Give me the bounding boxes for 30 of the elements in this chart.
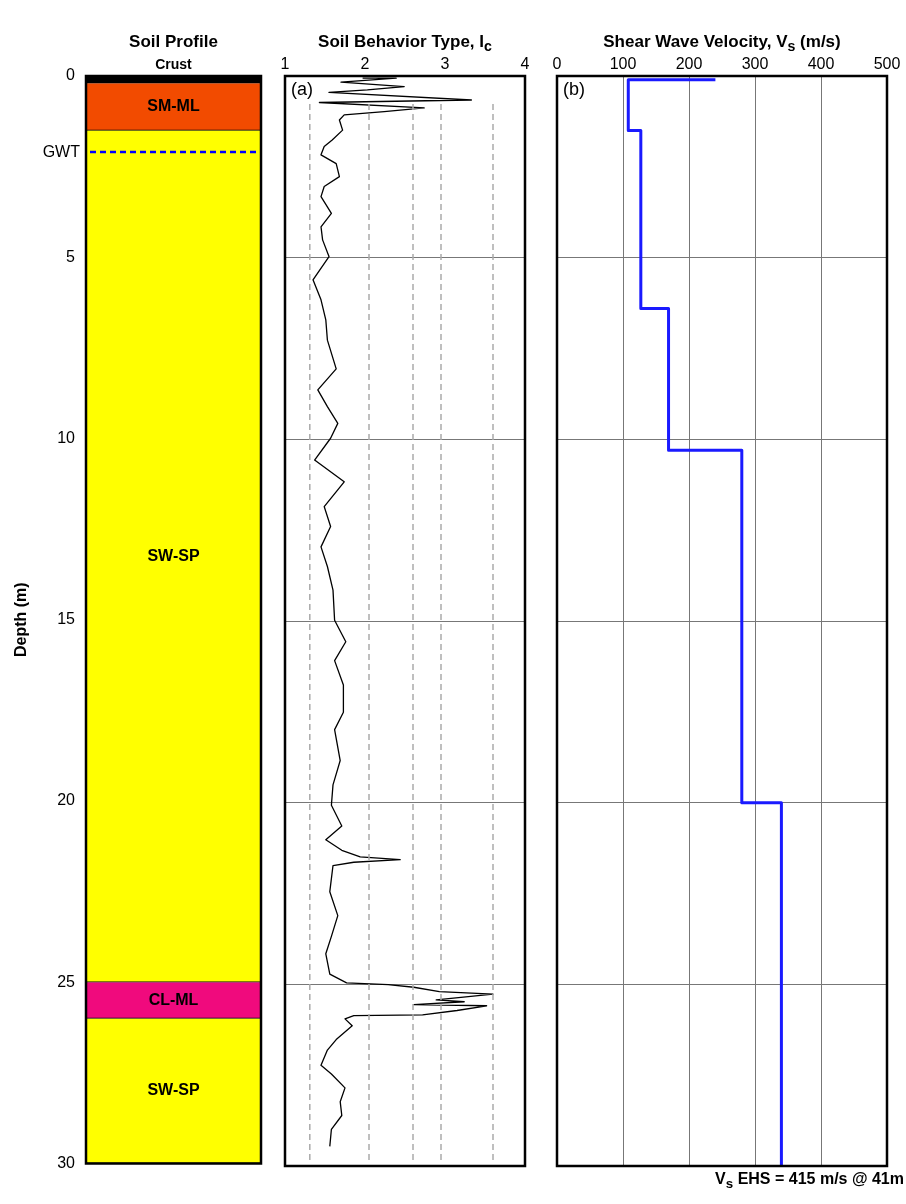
- x-tick-label: 2: [360, 54, 370, 72]
- y-tick-label: 15: [57, 610, 76, 628]
- x-tick-label: 400: [807, 54, 835, 72]
- annotation: (b): [563, 78, 585, 99]
- series-label: SM-ML: [147, 97, 200, 115]
- x-tick-label: 1: [280, 54, 290, 72]
- x-tick-label: 0: [552, 54, 562, 72]
- series-label: SW-SP: [147, 1081, 200, 1099]
- chart-title: Shear Wave Velocity, V$_{s}$ (m/s): [602, 32, 842, 55]
- annotation: (a): [291, 78, 313, 99]
- y-tick-label: 10: [57, 428, 76, 446]
- x-tick-label: 100: [609, 54, 637, 72]
- y-axis-title: Depth (m): [12, 582, 30, 658]
- y-tick-label: 30: [57, 1153, 76, 1171]
- x-tick-label: 200: [675, 54, 703, 72]
- chart-title: Soil Profile: [128, 32, 219, 52]
- y-tick-label: 20: [57, 791, 76, 809]
- ref-line-label: GWT: [42, 142, 81, 160]
- y-tick-label: 5: [66, 247, 76, 265]
- y-tick-label: 25: [57, 972, 76, 990]
- x-tick-label: 500: [873, 54, 901, 72]
- series-label: Crust: [155, 55, 193, 72]
- series-label: SW-SP: [147, 546, 200, 564]
- x-tick-label: 4: [520, 54, 530, 72]
- y-tick-label: 0: [66, 66, 76, 84]
- chart-title: Soil Behavior Type, I$_{c}$: [317, 32, 493, 55]
- text: V$_{s}$ EHS = 415 m/s @ 41m: [715, 1170, 904, 1192]
- series-label: CL-ML: [148, 990, 199, 1008]
- x-tick-label: 3: [440, 54, 450, 72]
- x-tick-label: 300: [741, 54, 769, 72]
